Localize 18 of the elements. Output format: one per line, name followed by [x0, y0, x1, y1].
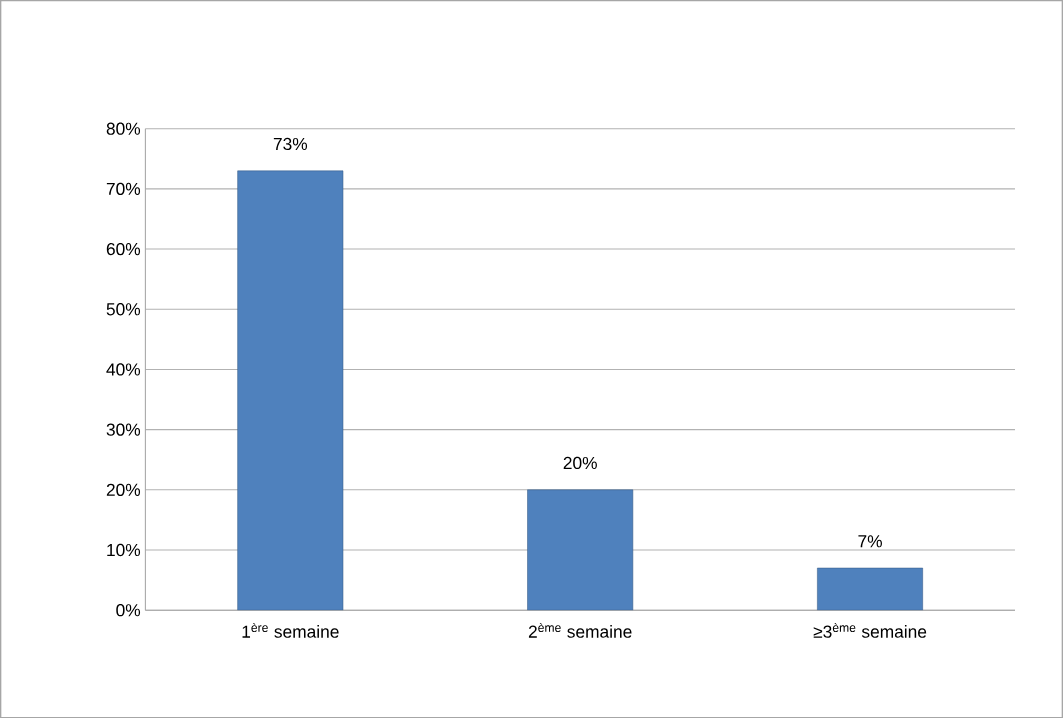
x-tick-label: 1$^{ère}$ semaine [242, 622, 339, 638]
y-tick-label: 50% [106, 303, 141, 316]
y-tick-label: 30% [106, 423, 141, 436]
data-label: 7% [858, 535, 882, 548]
data-label: 73% [273, 137, 308, 150]
x-tick-label: 2$^{ème}$ semaine [528, 622, 632, 638]
y-tick-label: 70% [106, 182, 141, 195]
data-label: 20% [563, 456, 597, 469]
y-tick-label: 60% [106, 242, 141, 256]
y-tick-label: 20% [106, 483, 141, 496]
bar [817, 567, 924, 611]
bar [527, 489, 634, 611]
x-tick-label: ≥3$^{ème}$ semaine [813, 622, 927, 638]
bar [237, 170, 344, 611]
y-tick-label: 0% [116, 603, 141, 617]
y-tick-label: 10% [107, 543, 141, 557]
y-tick-label: 40% [106, 363, 141, 376]
y-tick-label: 80% [106, 122, 141, 135]
